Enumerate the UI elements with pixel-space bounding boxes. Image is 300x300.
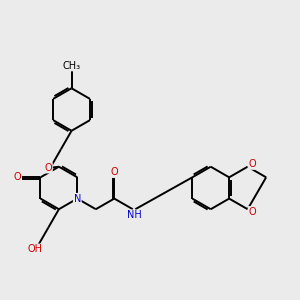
Text: O: O	[14, 172, 21, 182]
Text: OH: OH	[28, 244, 43, 254]
Text: O: O	[248, 159, 256, 169]
Text: O: O	[248, 207, 256, 217]
Text: O: O	[110, 167, 118, 177]
Text: O: O	[44, 163, 52, 173]
Text: N: N	[74, 194, 81, 204]
Text: CH₃: CH₃	[62, 61, 81, 70]
Text: NH: NH	[127, 210, 142, 220]
